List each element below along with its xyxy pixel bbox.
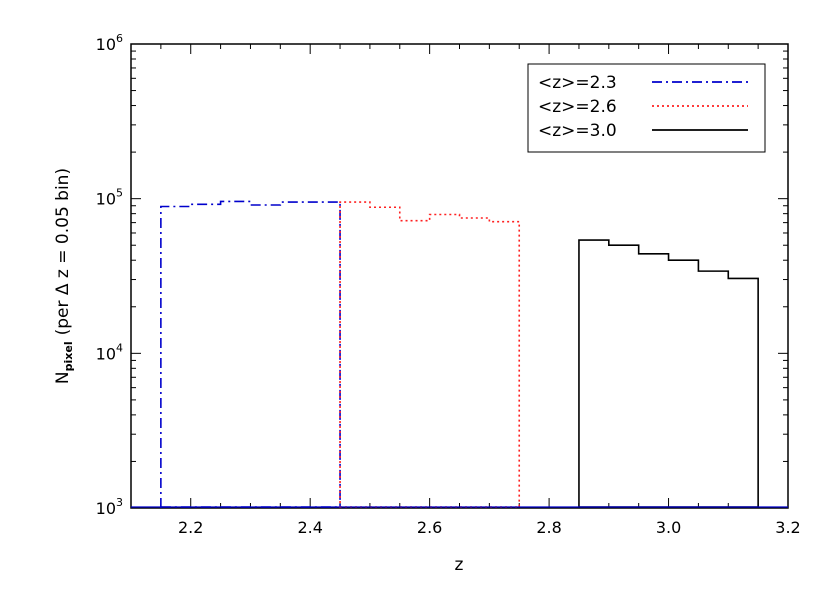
y-tick-label: 106 [96, 32, 123, 54]
x-tick-label: 2.6 [417, 518, 442, 537]
x-tick-label: 2.4 [297, 518, 322, 537]
series-line [578, 239, 759, 508]
x-tick-label: 3.2 [775, 518, 800, 537]
y-axis-label: Npixel (per Δ z = 0.05 bin) [53, 168, 75, 384]
legend-label: <z>=2.3 [538, 73, 617, 93]
legend-label: <z>=3.0 [538, 121, 617, 141]
x-tick-label: 3.0 [656, 518, 681, 537]
y-axis-ticks: 103 104 105 106 [96, 32, 788, 518]
series-layer [131, 200, 788, 508]
legend: <z>=2.3 <z>=2.6 <z>=3.0 [527, 63, 766, 153]
x-tick-label: 2.2 [178, 518, 203, 537]
y-axis-label-tail: (per Δ z = 0.05 bin) [53, 168, 73, 335]
y-tick-label: 103 [96, 496, 123, 518]
series-line [339, 201, 521, 508]
x-tick-label: 2.8 [536, 518, 561, 537]
y-tick-label: 104 [96, 341, 123, 363]
y-axis-label-main: N [53, 371, 73, 384]
legend-box [527, 63, 766, 153]
y-axis-label-subscript: pixel [62, 341, 75, 371]
x-axis-ticks: 2.2 2.4 2.6 2.8 3.0 3.2 [130, 44, 801, 537]
series-line [160, 200, 341, 508]
x-axis-label: z [455, 555, 464, 575]
y-tick-label: 105 [96, 187, 123, 209]
legend-label: <z>=2.6 [538, 97, 617, 117]
